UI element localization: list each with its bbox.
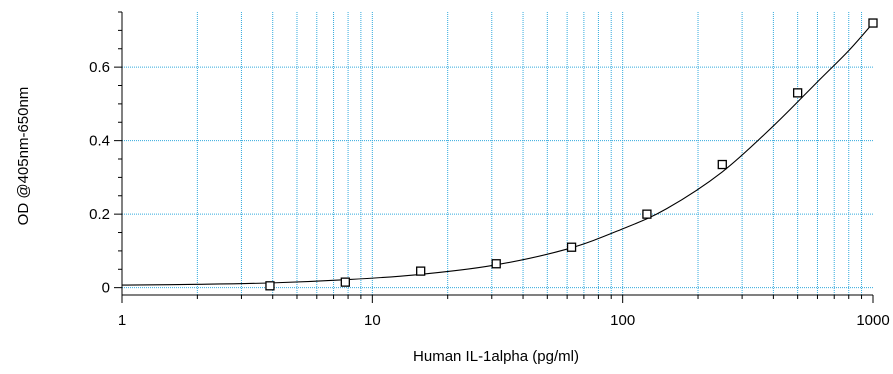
data-point-marker (491, 259, 501, 269)
data-point-marker (566, 242, 577, 252)
y-tick-label: 0.2 (89, 206, 110, 223)
data-point-marker (642, 209, 652, 219)
grid-layer (122, 12, 873, 295)
y-axis-title: OD @405nm-650nm (15, 87, 32, 226)
curve-layer (121, 22, 874, 286)
y-tick-label: 0.6 (89, 59, 110, 76)
label-layer: Human IL-1alpha (pg/ml) OD @405nm-650nm … (15, 59, 890, 365)
data-point-marker (340, 277, 350, 287)
data-point-marker (416, 266, 426, 276)
data-point-marker (868, 18, 878, 28)
x-axis-title: Human IL-1alpha (pg/ml) (413, 348, 579, 365)
fitted-curve-line (121, 22, 874, 286)
data-point-marker (265, 281, 275, 291)
axis-layer (114, 11, 874, 303)
y-tick-label: 0.4 (89, 133, 110, 150)
y-tick-label: 0 (102, 280, 110, 297)
x-tick-label: 1000 (856, 312, 889, 329)
point-layer (265, 18, 878, 291)
x-tick-label: 1 (118, 312, 126, 329)
data-point-marker (717, 159, 727, 170)
x-tick-label: 10 (364, 312, 381, 329)
x-tick-label: 100 (610, 312, 635, 329)
data-point-marker (792, 88, 803, 98)
